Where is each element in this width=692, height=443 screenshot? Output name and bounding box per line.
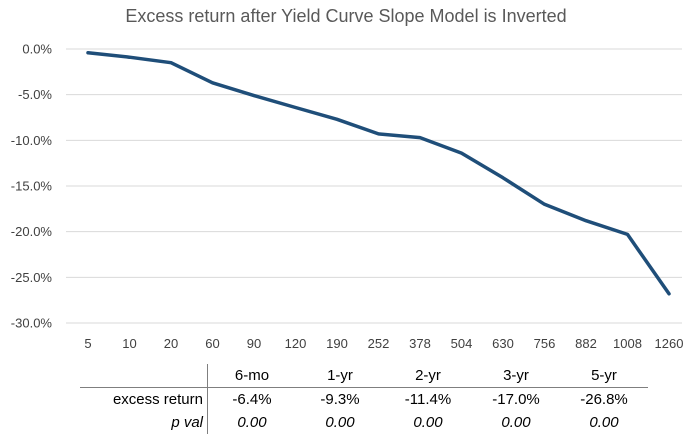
- row-label-p-val: p val: [80, 411, 208, 434]
- gridlines: [66, 48, 682, 324]
- y-tick-label: -20.0%: [11, 224, 53, 239]
- x-tick-label: 378: [409, 336, 431, 351]
- x-tick-label: 5: [84, 336, 91, 351]
- x-tick-label: 190: [326, 336, 348, 351]
- chart-title: Excess return after Yield Curve Slope Mo…: [125, 6, 566, 26]
- table-cell: 0.00: [237, 414, 267, 431]
- table-cell: -17.0%: [492, 391, 540, 408]
- table-header-row: 6-mo 1-yr 2-yr 3-yr 5-yr: [80, 364, 648, 388]
- x-tick-label: 120: [285, 336, 307, 351]
- table-cell: 0.00: [589, 414, 619, 431]
- table-cell: 0.00: [325, 414, 355, 431]
- x-tick-label: 60: [205, 336, 219, 351]
- y-tick-label: -15.0%: [11, 179, 53, 194]
- x-tick-label: 630: [492, 336, 514, 351]
- row-label-excess-return: excess return: [80, 387, 208, 411]
- table-corner: [80, 364, 208, 388]
- y-tick-label: -5.0%: [18, 87, 52, 102]
- table-cell: -9.3%: [320, 391, 360, 408]
- x-tick-label: 756: [534, 336, 556, 351]
- table-header-5yr: 5-yr: [560, 364, 648, 388]
- table-header-1yr: 1-yr: [296, 364, 384, 388]
- series-line-excess-return: [86, 50, 671, 296]
- x-tick-label: 90: [247, 336, 261, 351]
- y-axis-ticks: 0.0% -5.0% -10.0% -15.0% -20.0% -25.0% -30.0%: [11, 42, 53, 331]
- table-cell: 0.00: [501, 414, 531, 431]
- table-row-p-val: p val 0.00 0.00 0.00 0.00 0.00: [80, 411, 648, 434]
- table-header-6mo: 6-mo: [207, 364, 296, 388]
- x-axis-ticks: 5 10 20 60 90 120 190 252 378 504 630 756 882 1008 126…: [84, 336, 683, 351]
- table-cell: 0.00: [413, 414, 443, 431]
- x-tick-label: 1008: [613, 336, 642, 351]
- y-tick-label: -10.0%: [11, 133, 53, 148]
- x-tick-label: 882: [575, 336, 597, 351]
- table-header-2yr: 2-yr: [384, 364, 472, 388]
- series-layer: [86, 50, 671, 296]
- table-header-3yr: 3-yr: [472, 364, 560, 388]
- table-cell: -11.4%: [404, 391, 452, 408]
- table-cell: -26.8%: [580, 391, 628, 408]
- line-chart: Excess return after Yield Curve Slope Mo…: [11, 6, 684, 351]
- y-tick-label: 0.0%: [22, 42, 52, 57]
- table-cell: -6.4%: [232, 391, 272, 408]
- y-tick-label: -25.0%: [11, 270, 53, 285]
- x-tick-label: 1260: [655, 336, 684, 351]
- x-tick-label: 20: [164, 336, 178, 351]
- x-tick-label: 10: [122, 336, 136, 351]
- stats-table: 6-mo 1-yr 2-yr 3-yr 5-yr excess return -…: [80, 364, 648, 434]
- x-tick-label: 504: [451, 336, 473, 351]
- x-tick-label: 252: [368, 336, 390, 351]
- y-tick-label: -30.0%: [11, 316, 53, 331]
- table-row-excess-return: excess return -6.4% -9.3% -11.4% -17.0% …: [80, 387, 648, 411]
